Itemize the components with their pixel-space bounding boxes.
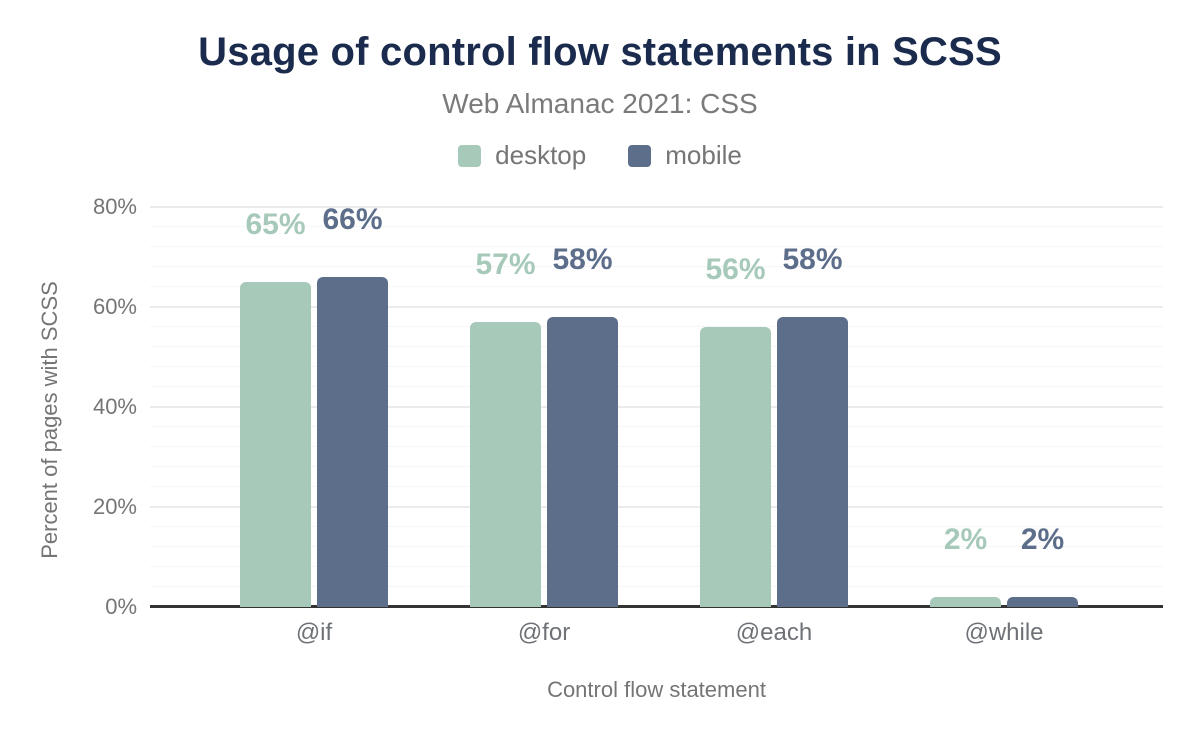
bar-desktop-for[interactable] — [470, 322, 541, 607]
bar-value-label-mobile-if: 66% — [322, 203, 383, 236]
gridline-major — [150, 306, 1163, 308]
bar-value-label-mobile-each: 58% — [782, 243, 843, 276]
y-axis-tick-label: 40% — [92, 394, 137, 419]
bar-desktop-each[interactable] — [700, 327, 771, 607]
bar-desktop-while[interactable] — [930, 597, 1001, 607]
bar-chart-plot-area: Percent of pages with SCSS Control flow … — [37, 190, 1163, 702]
y-axis-tick-label: 20% — [92, 494, 137, 519]
bar-desktop-if[interactable] — [240, 282, 311, 607]
y-axis-tick-label: 0% — [105, 594, 137, 619]
legend-item-desktop[interactable]: desktop — [458, 140, 586, 171]
legend-item-mobile[interactable]: mobile — [628, 140, 742, 171]
x-axis-category-label-while: @while — [964, 619, 1044, 646]
gridline-minor — [150, 226, 1163, 227]
bar-mobile-while[interactable] — [1007, 597, 1078, 607]
gridline-minor — [150, 386, 1163, 387]
gridline-minor — [150, 266, 1163, 267]
gridline-minor — [150, 486, 1163, 487]
legend-label-desktop: desktop — [495, 140, 587, 170]
gridline-minor — [150, 426, 1163, 427]
gridline-major — [150, 206, 1163, 208]
chart-legend: desktop mobile — [0, 140, 1200, 171]
x-axis-category-label-for: @for — [517, 619, 571, 646]
bar-mobile-if[interactable] — [317, 277, 388, 607]
y-axis-tick-label: 80% — [92, 194, 137, 219]
legend-label-mobile: mobile — [665, 140, 742, 170]
bar-value-label-desktop-each: 56% — [705, 253, 766, 286]
chart-subtitle: Web Almanac 2021: CSS — [442, 88, 758, 119]
chart-title: Usage of control flow statements in SCSS — [198, 30, 1002, 74]
gridline-major — [150, 506, 1163, 508]
gridline-minor — [150, 526, 1163, 527]
legend-swatch-desktop — [458, 144, 482, 167]
x-axis-category-label-each: @each — [735, 619, 813, 646]
gridline-minor — [150, 326, 1163, 327]
gridline-minor — [150, 546, 1163, 547]
gridline-minor — [150, 246, 1163, 247]
x-axis-line — [150, 605, 1163, 608]
y-axis-tick-label: 60% — [92, 294, 137, 319]
bar-mobile-for[interactable] — [547, 317, 618, 607]
gridline-minor — [150, 366, 1163, 367]
bar-value-label-desktop-for: 57% — [475, 248, 536, 281]
gridline-minor — [150, 586, 1163, 587]
gridline-major — [150, 406, 1163, 408]
gridline-minor — [150, 286, 1163, 287]
gridline-minor — [150, 466, 1163, 467]
bar-value-label-mobile-for: 58% — [552, 243, 613, 276]
bar-value-label-mobile-while: 2% — [1020, 523, 1065, 556]
bar-value-label-desktop-if: 65% — [245, 208, 306, 241]
x-axis-category-label-if: @if — [295, 619, 333, 646]
bar-value-label-desktop-while: 2% — [943, 523, 988, 556]
gridline-minor — [150, 566, 1163, 567]
legend-swatch-mobile — [628, 144, 652, 167]
bar-mobile-each[interactable] — [777, 317, 848, 607]
y-axis-title: Percent of pages with SCSS — [37, 281, 62, 559]
x-axis-title: Control flow statement — [547, 677, 766, 702]
gridline-minor — [150, 446, 1163, 447]
gridline-minor — [150, 346, 1163, 347]
